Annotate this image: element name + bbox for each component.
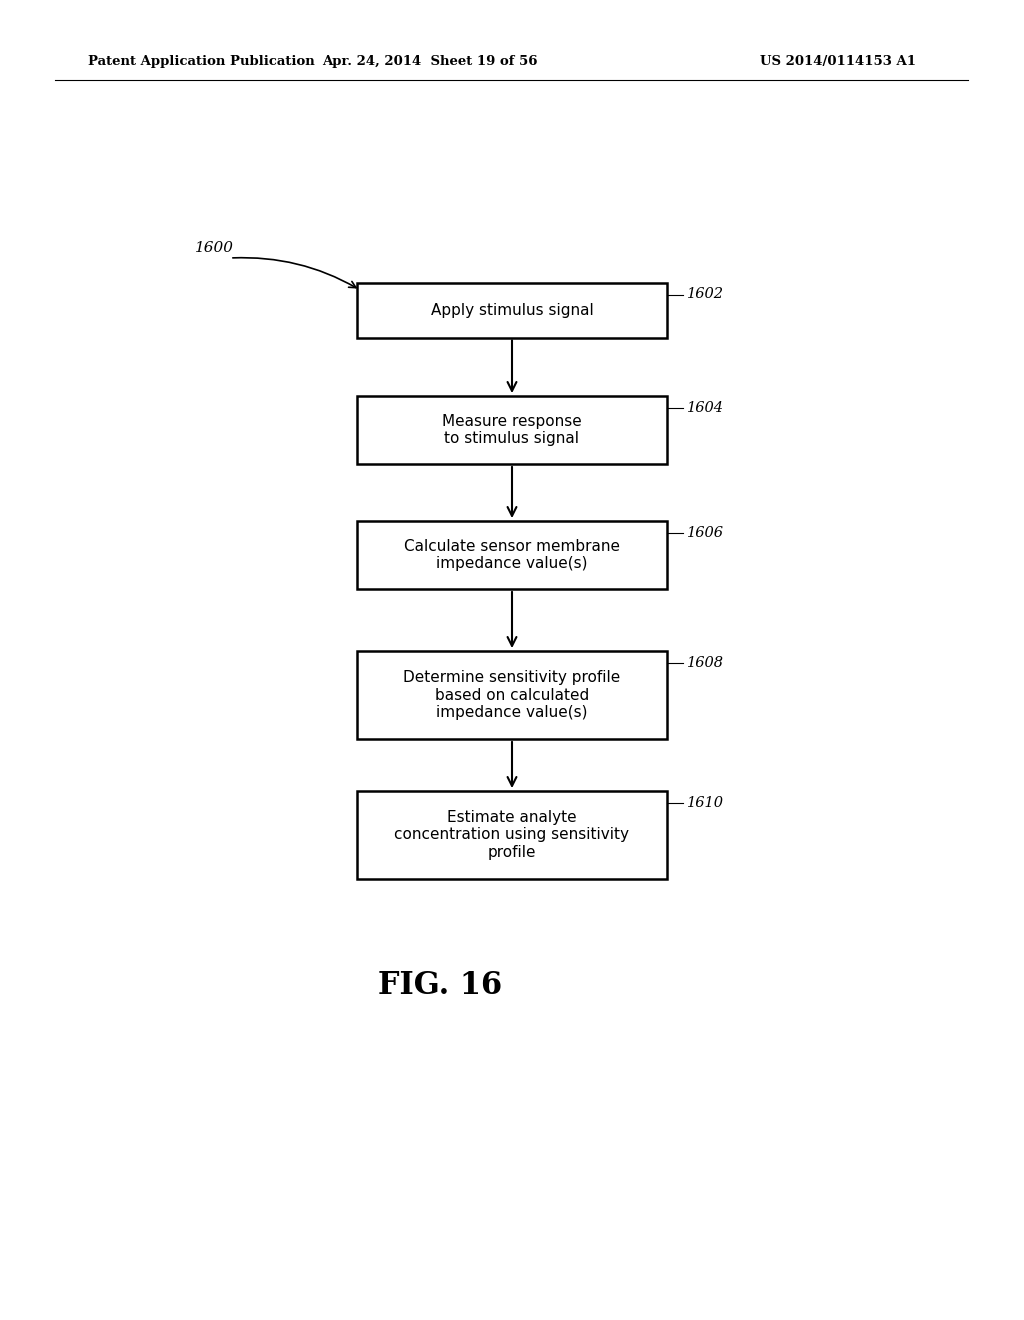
Text: FIG. 16: FIG. 16 [378, 969, 502, 1001]
Text: Measure response
to stimulus signal: Measure response to stimulus signal [442, 413, 582, 446]
Bar [357, 282, 667, 338]
Text: 1608: 1608 [687, 656, 724, 671]
Bar [357, 651, 667, 739]
Bar [357, 791, 667, 879]
Text: Determine sensitivity profile
based on calculated
impedance value(s): Determine sensitivity profile based on c… [403, 671, 621, 719]
Text: 1610: 1610 [687, 796, 724, 810]
Text: Apr. 24, 2014  Sheet 19 of 56: Apr. 24, 2014 Sheet 19 of 56 [323, 55, 538, 69]
Text: 1606: 1606 [687, 525, 724, 540]
Bar [357, 396, 667, 465]
Text: 1602: 1602 [687, 288, 724, 301]
Text: US 2014/0114153 A1: US 2014/0114153 A1 [760, 55, 916, 69]
Text: 1600: 1600 [195, 242, 234, 255]
Text: Apply stimulus signal: Apply stimulus signal [431, 302, 593, 318]
Text: Patent Application Publication: Patent Application Publication [88, 55, 314, 69]
Bar [357, 521, 667, 589]
Text: Calculate sensor membrane
impedance value(s): Calculate sensor membrane impedance valu… [404, 539, 620, 572]
Text: Estimate analyte
concentration using sensitivity
profile: Estimate analyte concentration using sen… [394, 810, 630, 859]
Text: 1604: 1604 [687, 401, 724, 414]
